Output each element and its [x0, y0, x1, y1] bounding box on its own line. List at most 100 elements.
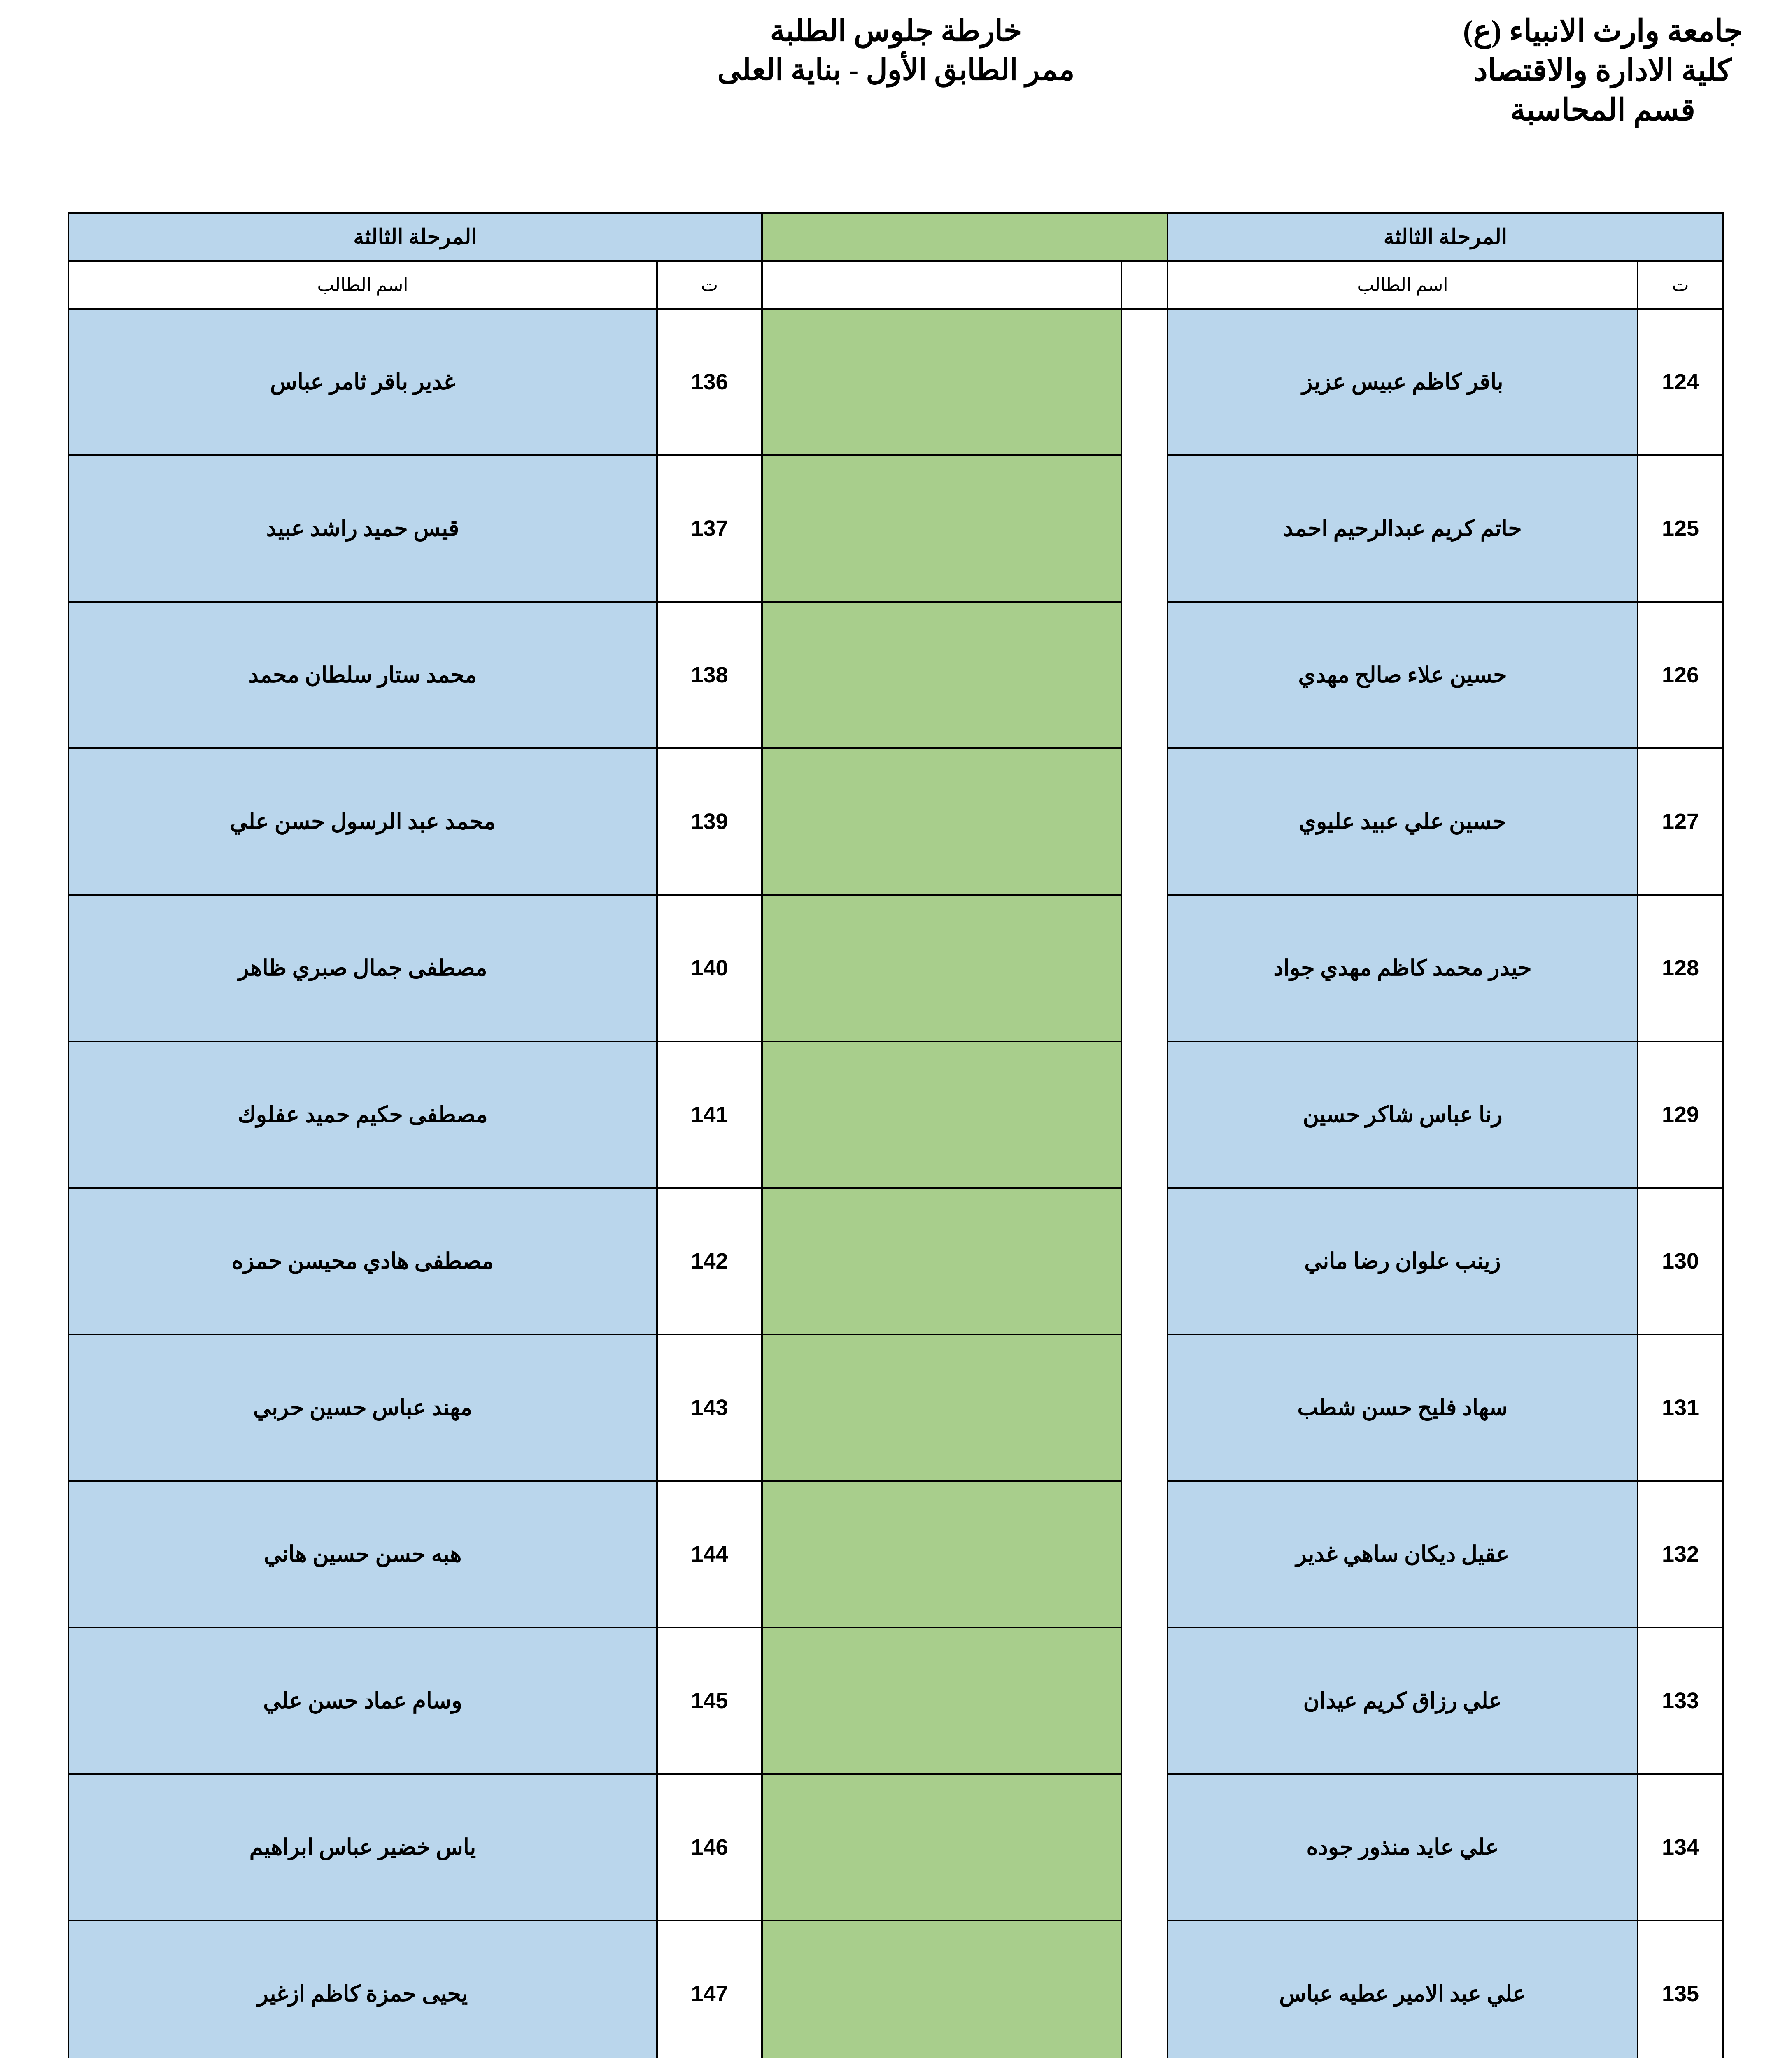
seat-number-left: 136 [656, 308, 763, 456]
seat-number-left: 139 [656, 747, 763, 896]
student-name-right: عقيل ديكان ساهي غدير [1167, 1480, 1638, 1628]
seating-chart-table: المرحلة الثالثة المرحلة الثالثة ت اسم الطال… [68, 212, 1724, 2058]
seat-number-right: 130 [1637, 1187, 1724, 1335]
aisle-header-cell [761, 212, 1168, 262]
seat-number-left: 144 [656, 1480, 763, 1628]
aisle-gap-cell [1121, 1921, 1168, 2058]
aisle-subheader-cell [761, 260, 1122, 310]
seat-number-left: 147 [656, 1920, 763, 2058]
student-name-left: غدير باقر ثامر عباس [68, 308, 658, 456]
aisle-cell [761, 894, 1122, 1042]
department-name: قسم المحاسبة [1510, 93, 1696, 128]
student-name-right: علي رزاق كريم عيدان [1167, 1627, 1638, 1775]
table-column-header-row: ت اسم الطالب ت اسم الطالب [68, 260, 1724, 310]
table-row: 135 علي عبد الامير عطيه عباس 147 يحيى حمزة … [68, 1920, 1724, 2058]
student-name-left: محمد ستار سلطان محمد [68, 601, 658, 749]
page-subtitle: ممر الطابق الأول - بناية العلى [717, 54, 1075, 87]
student-name-right: حسين علاء صالح مهدي [1167, 601, 1638, 749]
seat-number-right: 134 [1637, 1773, 1724, 1921]
aisle-cell [761, 1334, 1122, 1482]
student-name-left: ياس خضير عباس ابراهيم [68, 1773, 658, 1921]
student-name-left: يحيى حمزة كاظم ازغير [68, 1920, 658, 2058]
seat-number-right: 126 [1637, 601, 1724, 749]
student-name-right: حاتم كريم عبدالرحيم احمد [1167, 454, 1638, 603]
aisle-cell [761, 454, 1122, 603]
aisle-gap-cell [1121, 748, 1168, 895]
seat-number-left: 146 [656, 1773, 763, 1921]
table-row: 127 حسين علي عبيد عليوي 139 محمد عبد الرسول… [68, 747, 1724, 896]
seat-number-right: 131 [1637, 1334, 1724, 1482]
table-row: 130 زينب علوان رضا ماني 142 مصطفى هادي محيس… [68, 1187, 1724, 1335]
page-header: جامعة وارث الانبياء (ع) كلية الادارة وال… [0, 0, 1792, 193]
seat-number-right: 127 [1637, 747, 1724, 896]
aisle-cell [761, 601, 1122, 749]
student-name-left: مصطفى حكيم حميد عفلوك [68, 1041, 658, 1189]
stage-label-left: المرحلة الثالثة [68, 212, 763, 262]
aisle-gap-cell [1121, 1188, 1168, 1334]
seat-number-right: 133 [1637, 1627, 1724, 1775]
table-row: 124 باقر كاظم عبيس عزيز 136 غدير باقر ثامر … [68, 308, 1724, 456]
university-name: جامعة وارث الانبياء (ع) [1463, 14, 1743, 48]
table-row: 133 علي رزاق كريم عيدان 145 وسام عماد حسن ع… [68, 1627, 1724, 1775]
seat-number-left: 142 [656, 1187, 763, 1335]
student-name-left: مصطفى جمال صبري ظاهر [68, 894, 658, 1042]
aisle-cell [761, 747, 1122, 896]
seat-number-right: 129 [1637, 1041, 1724, 1189]
seating-chart-table-wrap: المرحلة الثالثة المرحلة الثالثة ت اسم الطال… [68, 212, 1724, 2058]
aisle-gap-cell [1121, 895, 1168, 1041]
college-name: كلية الادارة والاقتصاد [1474, 54, 1732, 88]
student-name-left: وسام عماد حسن علي [68, 1627, 658, 1775]
seat-number-right: 132 [1637, 1480, 1724, 1628]
column-header-num-left: ت [656, 260, 763, 310]
aisle-gap-cell [1121, 1774, 1168, 1921]
aisle-gap-cell [1121, 455, 1168, 602]
table-row: 128 حيدر محمد كاظم مهدي جواد 140 مصطفى جمال… [68, 894, 1724, 1042]
student-name-right: علي عايد منذور جوده [1167, 1773, 1638, 1921]
seat-number-left: 137 [656, 454, 763, 603]
column-header-name-left: اسم الطالب [68, 260, 658, 310]
student-name-right: رنا عباس شاكر حسين [1167, 1041, 1638, 1189]
column-header-name-right: اسم الطالب [1167, 260, 1638, 310]
table-row: 129 رنا عباس شاكر حسين 141 مصطفى حكيم حميد … [68, 1041, 1724, 1189]
student-name-left: مصطفى هادي محيسن حمزه [68, 1187, 658, 1335]
student-name-right: سهاد فليح حسن شطب [1167, 1334, 1638, 1482]
seat-number-left: 145 [656, 1627, 763, 1775]
column-header-num-right: ت [1637, 260, 1724, 310]
seat-number-right: 135 [1637, 1920, 1724, 2058]
aisle-cell [761, 1187, 1122, 1335]
aisle-cell [761, 1920, 1122, 2058]
seat-number-left: 138 [656, 601, 763, 749]
aisle-cell [761, 1041, 1122, 1189]
student-name-right: باقر كاظم عبيس عزيز [1167, 308, 1638, 456]
aisle-cell [761, 1627, 1122, 1775]
seat-number-right: 124 [1637, 308, 1724, 456]
student-name-left: قيس حميد راشد عبيد [68, 454, 658, 603]
student-name-right: حسين علي عبيد عليوي [1167, 747, 1638, 896]
table-row: 132 عقيل ديكان ساهي غدير 144 هبه حسن حسين ه… [68, 1480, 1724, 1628]
page-title-block: خارطة جلوس الطلبة ممر الطابق الأول - بنا… [587, 12, 1205, 90]
aisle-subheader-gap-right [1121, 260, 1168, 310]
aisle-gap-cell [1121, 1334, 1168, 1481]
table-row: 134 علي عايد منذور جوده 146 ياس خضير عباس ا… [68, 1773, 1724, 1921]
student-name-right: زينب علوان رضا ماني [1167, 1187, 1638, 1335]
seat-number-left: 143 [656, 1334, 763, 1482]
seat-number-left: 140 [656, 894, 763, 1042]
aisle-cell [761, 1480, 1122, 1628]
aisle-cell [761, 1773, 1122, 1921]
aisle-gap-cell [1121, 602, 1168, 748]
table-row: 126 حسين علاء صالح مهدي 138 محمد ستار سلطان… [68, 601, 1724, 749]
table-row: 131 سهاد فليح حسن شطب 143 مهند عباس حسين حر… [68, 1334, 1724, 1482]
aisle-gap-cell [1121, 1627, 1168, 1774]
aisle-gap-cell [1121, 1481, 1168, 1627]
page-title: خارطة جلوس الطلبة [770, 14, 1022, 47]
aisle-gap-cell [1121, 309, 1168, 455]
student-name-left: محمد عبد الرسول حسن علي [68, 747, 658, 896]
seat-number-right: 125 [1637, 454, 1724, 603]
student-name-left: هبه حسن حسين هاني [68, 1480, 658, 1628]
table-row: 125 حاتم كريم عبدالرحيم احمد 137 قيس حميد ر… [68, 454, 1724, 603]
seat-number-right: 128 [1637, 894, 1724, 1042]
student-name-left: مهند عباس حسين حربي [68, 1334, 658, 1482]
institution-block: جامعة وارث الانبياء (ع) كلية الادارة وال… [1463, 12, 1743, 130]
aisle-gap-cell [1121, 1041, 1168, 1188]
student-name-right: علي عبد الامير عطيه عباس [1167, 1920, 1638, 2058]
